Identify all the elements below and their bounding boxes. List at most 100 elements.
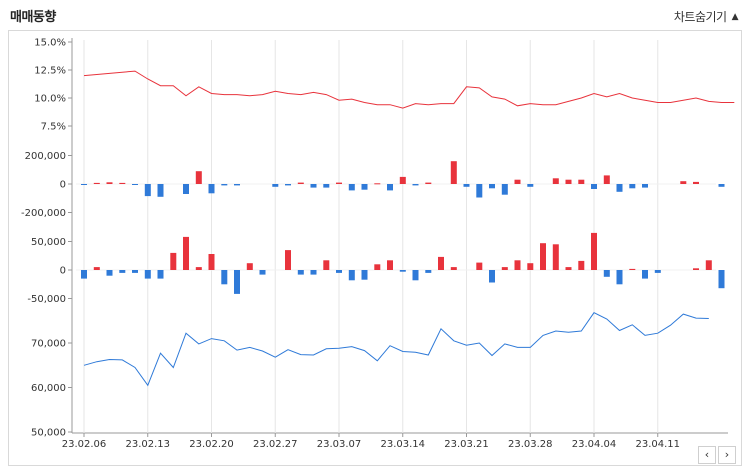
foreign-net-bar — [705, 260, 712, 270]
hide-chart-label: 차트숨기기 — [673, 10, 727, 24]
y-tick-label: 0 — [60, 180, 66, 191]
institution-net-bar — [476, 184, 483, 198]
institution-net-bar — [119, 182, 126, 184]
foreign-net-bar — [144, 270, 151, 279]
foreign-net-bar — [514, 260, 521, 270]
closing-price-line — [83, 312, 709, 387]
foreign-net-bar — [565, 267, 572, 270]
institution-net-bar — [195, 171, 202, 184]
foreign-net-bar — [170, 252, 177, 270]
x-tick-label: 23.02.20 — [189, 439, 234, 450]
x-tick-label: 23.04.04 — [572, 439, 617, 450]
institution-net-bar — [616, 184, 623, 192]
foreign-net-bar — [425, 270, 432, 273]
chart-header: 매매동향 차트숨기기 ▲ — [0, 0, 752, 30]
foreign-net-bar — [246, 263, 253, 270]
institution-net-bar — [463, 184, 470, 187]
x-tick-label: 23.02.06 — [62, 439, 107, 450]
foreign-net-bar — [603, 270, 610, 277]
foreign-net-bar — [183, 236, 189, 270]
institution-net-bar — [183, 184, 189, 194]
institution-net-bar — [323, 184, 330, 188]
section-title: 매매동향 — [10, 10, 56, 25]
x-tick-label: 23.03.21 — [444, 439, 489, 450]
foreign-net-bar — [642, 270, 648, 279]
foreign-net-bar — [578, 260, 585, 270]
foreign-net-bar — [718, 270, 725, 289]
foreign-net-bar — [693, 268, 699, 270]
institution-net-bar — [93, 182, 100, 184]
y-tick-label: 50,000 — [31, 237, 66, 248]
institution-net-bar — [336, 182, 342, 184]
institution-net-bar — [680, 181, 687, 184]
triangle-up-icon: ▲ — [731, 11, 739, 22]
institution-net-bar — [629, 184, 636, 189]
y-tick-label: 0 — [60, 266, 66, 277]
institution-net-bar — [144, 184, 151, 197]
y-tick-label: -200,000 — [21, 208, 66, 219]
institution-net-bar — [81, 184, 87, 185]
foreign-net-bar — [399, 270, 406, 272]
y-tick-label: 12.5% — [34, 66, 66, 77]
foreign-net-bar — [540, 243, 546, 270]
foreign-net-bar — [489, 270, 495, 283]
y-tick-label: 60,000 — [31, 383, 66, 394]
foreign-net-bar — [132, 270, 138, 273]
chart-next-button[interactable]: › — [718, 446, 736, 464]
chart-frame — [8, 30, 742, 466]
institution-net-bar — [297, 182, 304, 184]
foreign-net-bar — [106, 270, 113, 276]
institution-net-bar — [348, 184, 355, 191]
institution-net-bar — [132, 184, 138, 185]
y-tick-label: 10.0% — [34, 94, 66, 105]
institution-net-bar — [501, 184, 508, 195]
foreign-net-bar — [616, 270, 623, 285]
institution-net-bar — [208, 184, 215, 194]
institution-net-bar — [412, 184, 419, 186]
institution-net-bar — [399, 176, 406, 184]
foreign-net-bar — [552, 244, 559, 270]
foreign-net-bar — [412, 270, 419, 281]
foreign-net-bar — [195, 267, 202, 270]
institution-net-bar — [489, 184, 495, 189]
institution-net-bar — [578, 179, 585, 184]
y-tick-label: 70,000 — [31, 339, 66, 350]
institution-net-bar — [285, 184, 291, 186]
foreign-net-bar — [450, 267, 457, 270]
foreign-net-bar — [285, 250, 291, 270]
foreign-net-bar — [336, 270, 342, 273]
foreign-net-bar — [591, 232, 597, 270]
foreign-net-bar — [527, 263, 534, 270]
institution-net-bar — [565, 179, 572, 184]
institution-net-bar — [106, 182, 113, 184]
foreign-net-bar — [374, 264, 381, 270]
foreign-net-bar — [501, 267, 508, 270]
y-tick-label: -50,000 — [27, 294, 66, 305]
foreign-net-bar — [234, 270, 240, 294]
institution-net-bar — [450, 161, 457, 184]
institution-net-bar — [361, 184, 368, 190]
foreign-net-bar — [348, 270, 355, 281]
institution-net-bar — [591, 184, 597, 189]
y-tick-label: 15.0% — [34, 38, 66, 49]
foreign-net-bar — [119, 270, 126, 273]
foreign-net-bar — [157, 270, 164, 279]
hide-chart-button[interactable]: 차트숨기기 ▲ — [673, 8, 739, 25]
foreign-net-bar — [310, 270, 317, 275]
chart-prev-button[interactable]: ‹ — [698, 446, 716, 464]
institution-net-bar — [234, 184, 240, 186]
y-tick-label: 50,000 — [31, 428, 66, 439]
institution-net-bar — [387, 184, 393, 191]
foreign-net-bar — [208, 254, 215, 270]
foreign-net-bar — [297, 270, 304, 275]
y-tick-label: 200,000 — [25, 151, 66, 162]
y-tick-label: 7.5% — [41, 122, 66, 133]
institution-net-bar — [642, 184, 648, 188]
institution-net-bar — [272, 184, 279, 187]
foreign-net-bar — [361, 270, 368, 280]
institution-net-bar — [310, 184, 317, 188]
foreign-net-bar — [476, 262, 483, 270]
foreign-net-bar — [221, 270, 228, 285]
institution-net-bar — [527, 184, 534, 187]
institution-net-bar — [425, 182, 432, 184]
